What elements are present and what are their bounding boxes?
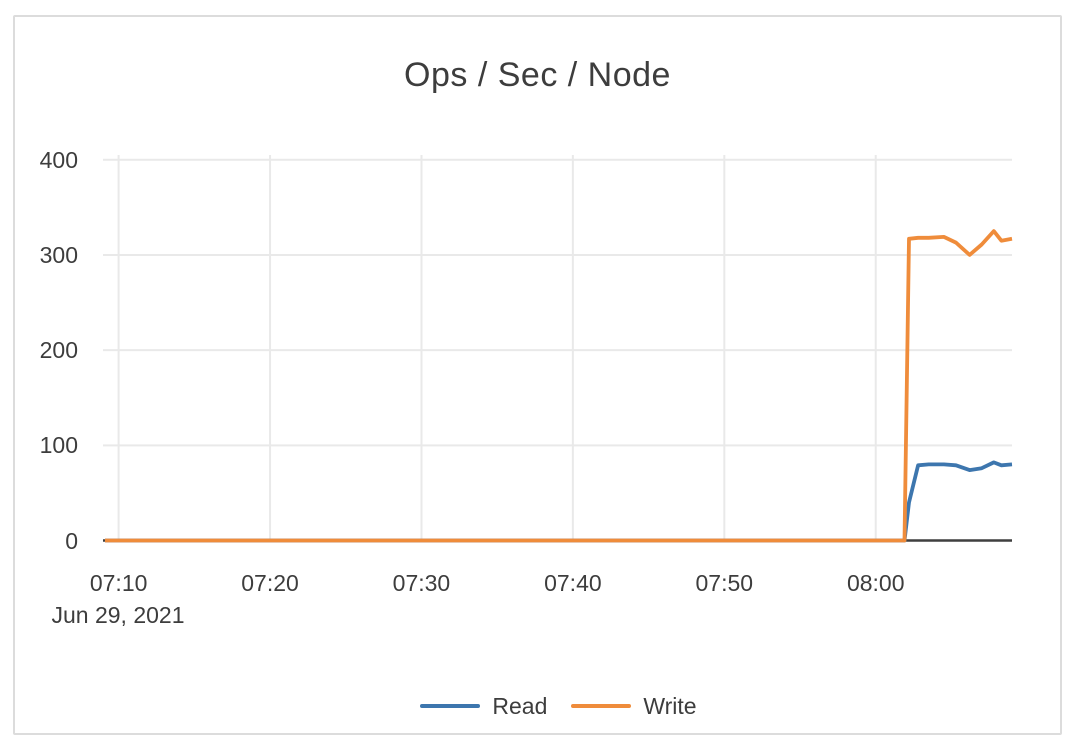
legend-line-swatch [420,704,481,708]
legend-item-write[interactable]: Write [571,692,697,720]
x-tick-label: 07:10 [89,570,148,596]
x-tick-label: 08:00 [846,570,905,596]
chart-panel [13,15,1062,735]
chart-legend: Read Write [105,692,1012,720]
x-tick-label: 07:40 [544,570,602,596]
legend-label: Read [492,693,548,719]
x-axis-date-label: Jun 29, 2021 [51,602,185,628]
y-tick-label: 300 [39,241,78,268]
legend-line-swatch [571,704,632,708]
x-tick-label: 07:30 [392,570,451,596]
y-tick-label: 400 [39,146,78,173]
chart-title: Ops / Sec / Node [404,56,671,94]
series-line-write [105,229,1013,543]
y-tick-label: 200 [39,337,78,364]
legend-item-read[interactable]: Read [420,692,547,720]
legend-label: Write [643,693,697,719]
y-tick-label: 100 [39,432,78,459]
y-tick-label: 0 [65,527,78,554]
x-tick-label: 07:50 [695,570,754,596]
x-tick-label: 07:20 [241,570,299,596]
